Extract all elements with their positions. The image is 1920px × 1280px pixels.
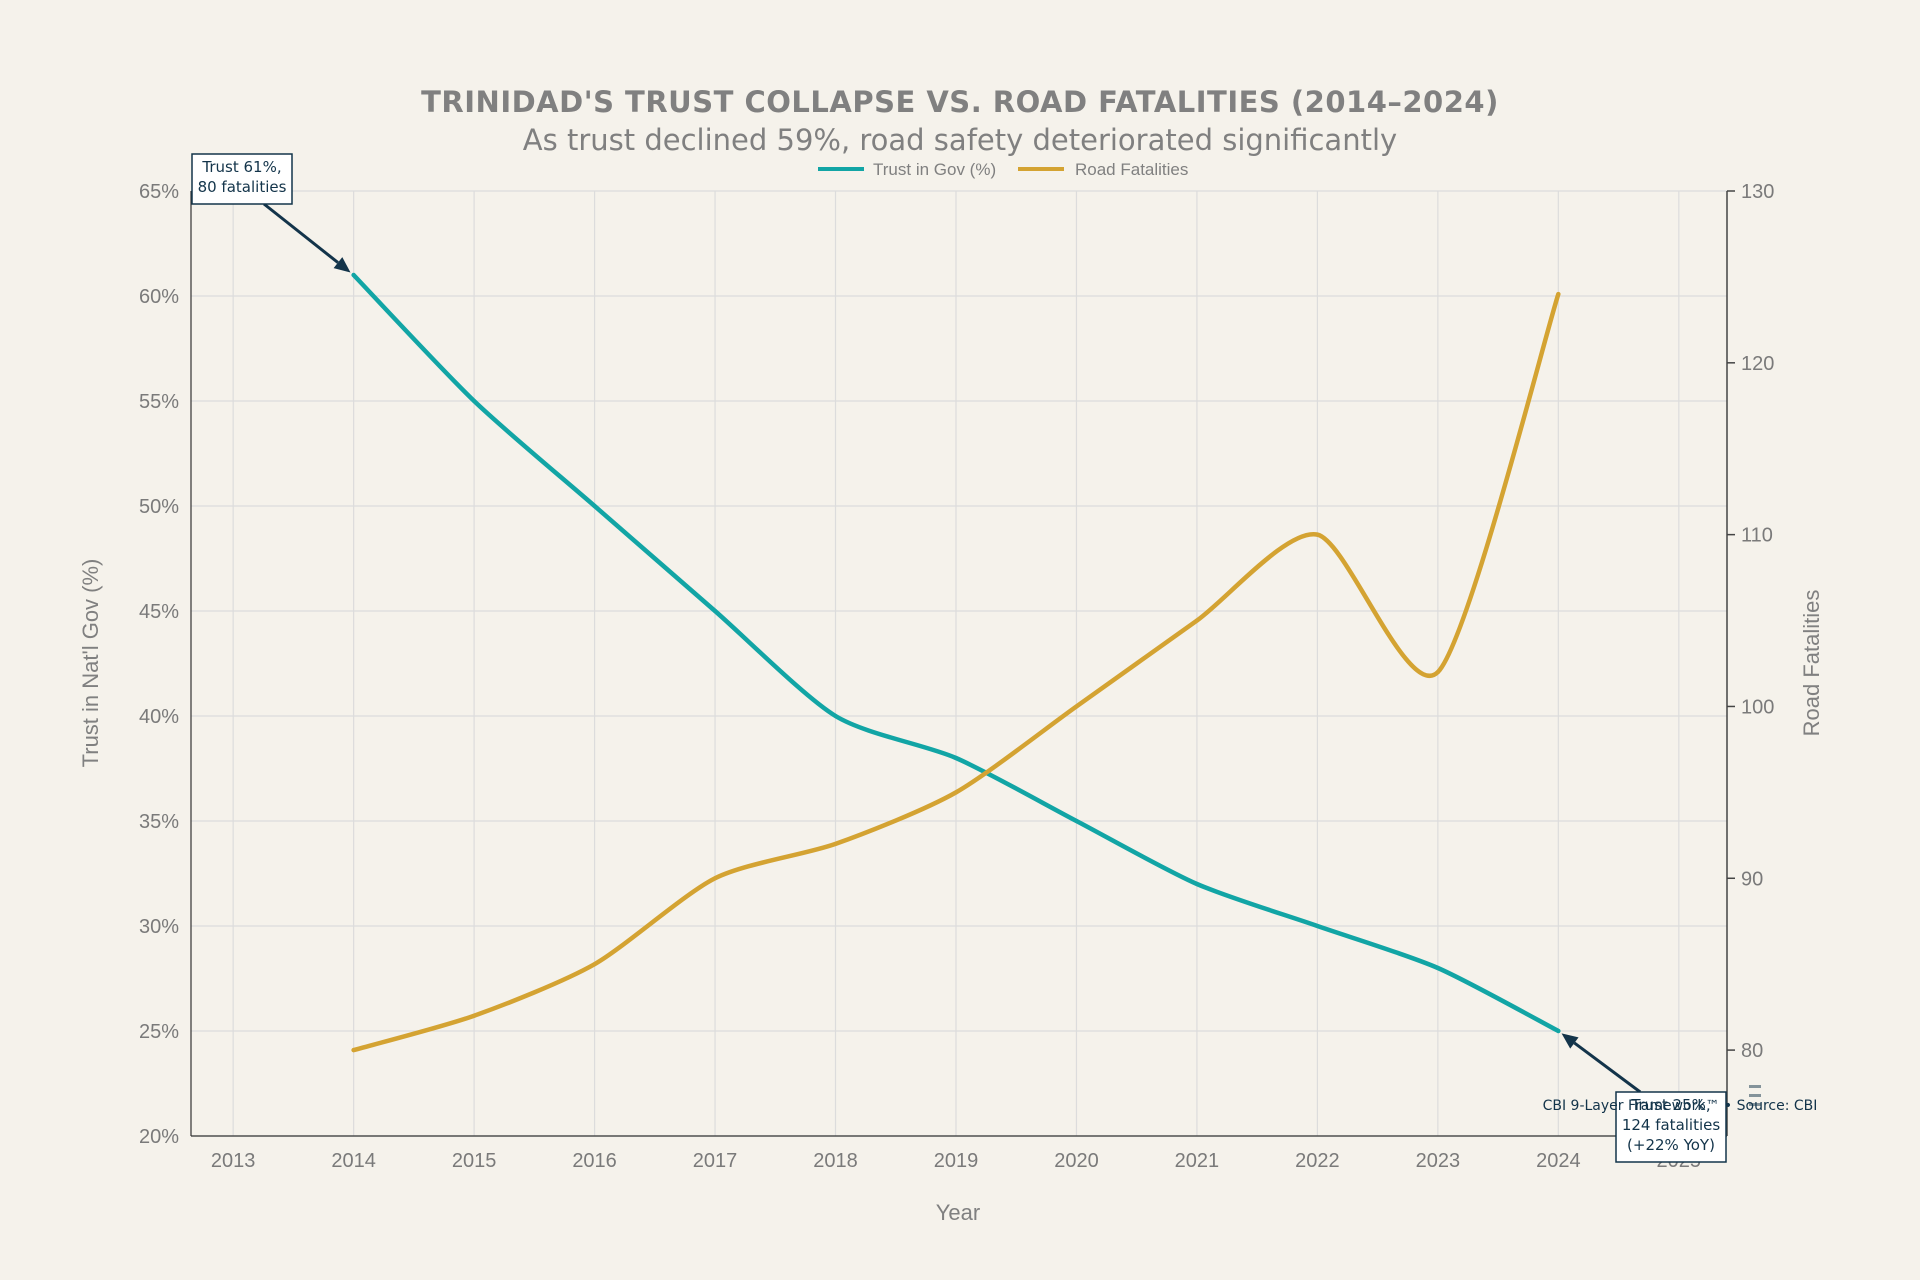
x-tick-label: 2018: [813, 1150, 858, 1172]
x-tick-label: 2020: [1054, 1150, 1099, 1172]
data-point: [1556, 292, 1561, 297]
data-point: [351, 1048, 356, 1053]
x-tick-label: 2013: [211, 1150, 256, 1172]
y-left-tick-label: 40%: [139, 706, 179, 728]
x-tick-label: 2021: [1175, 1150, 1220, 1172]
data-point: [713, 876, 718, 881]
x-tick-label: 2024: [1536, 1150, 1581, 1172]
y-right-tick-label: 120: [1741, 353, 1774, 375]
x-tick-label: 2017: [693, 1150, 738, 1172]
data-point: [953, 790, 958, 795]
data-point: [833, 714, 838, 718]
data-point: [1435, 670, 1440, 675]
data-point: [592, 962, 597, 967]
source-note: CBI 9-Layer Framework™ • Source: CBI: [1543, 1098, 1818, 1114]
y-left-tick-label: 20%: [139, 1126, 179, 1148]
data-point: [351, 273, 356, 277]
series-line-fatalities: [351, 291, 1561, 1053]
data-point: [713, 609, 718, 613]
annotation-arrow: [263, 202, 339, 264]
annotation-box: [1615, 1091, 1727, 1163]
data-point: [1194, 618, 1199, 623]
y-left-tick-label: 45%: [139, 601, 179, 623]
data-point: [1556, 1029, 1561, 1033]
series-lines: [351, 272, 1561, 1053]
y-left-tick-label: 30%: [139, 916, 179, 938]
y-left-tick-label: 35%: [139, 811, 179, 833]
data-point: [1194, 882, 1199, 886]
annotation-text: Trust 25%,: [1630, 1096, 1710, 1114]
x-tick-label: 2014: [331, 1150, 376, 1172]
legend-label-trust: Trust in Gov (%): [873, 160, 996, 179]
y-right-tick-label: 90: [1741, 868, 1763, 890]
data-point: [953, 756, 958, 760]
annotation-text: 80 fatalities: [198, 178, 287, 196]
y-right-tick-label: 110: [1741, 525, 1773, 547]
data-point: [1074, 819, 1079, 823]
chart-subtitle: As trust declined 59%, road safety deter…: [523, 123, 1397, 157]
y-right-tick-label: 80: [1741, 1040, 1763, 1062]
y-left-tick-label: 60%: [139, 286, 179, 308]
annotation-arrow: [1573, 1041, 1642, 1094]
chart-title: TRINIDAD'S TRUST COLLAPSE VS. ROAD FATAL…: [421, 85, 1499, 119]
axes: 2013 2014 2015 2016 2017 2018 2019 2020 2021 2022…: [139, 181, 1774, 1172]
data-point: [1435, 966, 1440, 970]
data-point: [833, 841, 838, 846]
annotation-text: 124 fatalities: [1622, 1116, 1721, 1134]
y-axis-right-title: Road Fatalities: [1799, 590, 1824, 737]
y-left-tick-label: 50%: [139, 496, 179, 518]
data-point: [592, 504, 597, 508]
x-tick-label: 2022: [1295, 1150, 1340, 1172]
annotation: Trust 25%, 124 fatalities (+22% YoY): [1561, 1033, 1727, 1163]
data-point: [472, 1013, 477, 1018]
annotation-arrowhead: [1561, 1033, 1579, 1049]
x-tick-label: 2019: [934, 1150, 979, 1172]
y-axis-left-title: Trust in Nat'l Gov (%): [78, 559, 103, 768]
annotation: Trust 61%, 80 fatalities: [191, 153, 351, 273]
legend: Trust in Gov (%) Road Fatalities: [818, 160, 1188, 179]
y-left-tick-label: 25%: [139, 1021, 179, 1043]
annotation-text: Trust 61%,: [201, 158, 281, 176]
data-point: [1074, 704, 1079, 709]
legend-label-fatalities: Road Fatalities: [1075, 160, 1188, 179]
grid-lines: [191, 190, 1727, 1137]
data-point: [1315, 532, 1320, 537]
data-point: [472, 399, 477, 403]
annotation-box: [191, 153, 293, 205]
y-left-tick-label: 65%: [139, 181, 179, 203]
data-point: [1315, 924, 1320, 928]
annotations: Trust 61%, 80 fatalities Trust 25%, 124 fat…: [191, 153, 1727, 1163]
x-tick-label: 2015: [452, 1150, 497, 1172]
annotation-arrowhead: [333, 257, 351, 273]
x-tick-label: 2023: [1416, 1150, 1461, 1172]
series-line-trust: [351, 272, 1561, 1034]
x-tick-label: 2016: [572, 1150, 617, 1172]
y-right-tick-label: 130: [1741, 181, 1774, 203]
y-right-tick-label: 100: [1741, 696, 1774, 718]
annotation-text: (+22% YoY): [1627, 1136, 1715, 1154]
x-axis-title: Year: [936, 1200, 980, 1225]
tiny-logo-text: [1749, 1085, 1761, 1106]
y-left-tick-label: 55%: [139, 391, 179, 413]
